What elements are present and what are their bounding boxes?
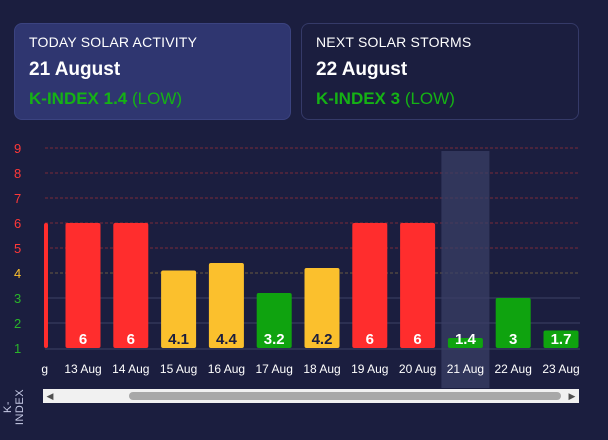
y-tick-6: 6 (14, 216, 21, 231)
value-label-15-Aug: 4.1 (168, 331, 189, 348)
next-solar-storms-card: NEXT SOLAR STORMS 22 August K-INDEX 3 (L… (301, 23, 579, 120)
today-card-label: TODAY SOLAR ACTIVITY (29, 34, 198, 50)
bar-20-Aug (400, 223, 436, 348)
bar-12-Aug (44, 223, 48, 348)
x-tick-17-Aug: 17 Aug (256, 362, 293, 376)
today-date: 21 August (29, 59, 121, 80)
x-tick-18-Aug: 18 Aug (303, 362, 340, 376)
y-tick-3: 3 (14, 291, 21, 306)
x-tick-23-Aug: 23 Aug (542, 362, 579, 376)
today-kindex-value: K-INDEX 1.4 (29, 89, 128, 108)
today-kindex: K-INDEX 1.4 (LOW) (29, 89, 276, 109)
scroll-right-icon[interactable]: ▶ (568, 391, 576, 401)
y-tick-2: 2 (14, 316, 21, 331)
bar-19-Aug (352, 223, 388, 348)
x-tick-14-Aug: 14 Aug (112, 362, 149, 376)
scroll-left-icon[interactable]: ◀ (46, 391, 54, 401)
chart-scrollbar[interactable]: ◀ ▶ (43, 389, 579, 403)
x-tick-21-Aug: 21 Aug (447, 362, 484, 376)
highlight-column (441, 151, 490, 388)
x-tick-19-Aug: 19 Aug (351, 362, 388, 376)
y-tick-4: 4 (14, 266, 21, 281)
bar-13-Aug (65, 223, 101, 348)
y-tick-7: 7 (14, 191, 21, 206)
bar-15-Aug (161, 270, 197, 348)
next-kindex-level: (LOW) (404, 89, 455, 108)
next-date: 22 August (316, 59, 408, 80)
value-label-19-Aug: 6 (366, 331, 374, 348)
x-tick-20-Aug: 20 Aug (399, 362, 436, 376)
bar-18-Aug (304, 268, 340, 348)
bar-16-Aug (208, 263, 244, 348)
kindex-bar-chart: 1 2 3 4 5 6 7 8 9 g 6 13 Aug 6 14 Aug 4.1 15 Aug 4.4 16 A… (14, 141, 580, 388)
value-label-18-Aug: 4.2 (312, 331, 333, 348)
x-tick-15-Aug: 15 Aug (160, 362, 197, 376)
value-label-22-Aug: 3 (509, 331, 517, 348)
today-kindex-level: (LOW) (131, 89, 183, 108)
bar-14-Aug (113, 223, 149, 348)
y-tick-5: 5 (14, 241, 21, 256)
x-tick-13-Aug: 13 Aug (64, 362, 101, 376)
y-tick-9: 9 (14, 141, 21, 156)
y-axis-label: K-INDEX (2, 388, 26, 426)
today-solar-activity-card: TODAY SOLAR ACTIVITY 21 August K-INDEX 1… (14, 23, 291, 120)
y-tick-1: 1 (14, 341, 21, 356)
value-label-13-Aug: 6 (79, 331, 87, 348)
value-label-20-Aug: 6 (413, 331, 421, 348)
y-tick-8: 8 (14, 166, 21, 181)
value-label-16-Aug: 4.4 (216, 331, 238, 348)
x-tick-12-Aug: g (41, 362, 48, 376)
next-card-label: NEXT SOLAR STORMS (316, 34, 472, 50)
x-tick-22-Aug: 22 Aug (495, 362, 532, 376)
scrollbar-thumb[interactable] (129, 392, 561, 400)
value-label-21-Aug: 1.4 (455, 331, 477, 348)
value-label-17-Aug: 3.2 (264, 331, 285, 348)
next-kindex-value: K-INDEX 3 (316, 89, 401, 108)
bar-17-Aug (256, 293, 292, 348)
value-label-14-Aug: 6 (127, 331, 135, 348)
bar-21-Aug (447, 338, 483, 348)
bar-23-Aug (543, 330, 579, 348)
next-kindex: K-INDEX 3 (LOW) (316, 89, 564, 109)
value-label-23-Aug: 1.7 (551, 331, 572, 348)
x-tick-16-Aug: 16 Aug (208, 362, 245, 376)
bar-22-Aug (495, 298, 531, 348)
